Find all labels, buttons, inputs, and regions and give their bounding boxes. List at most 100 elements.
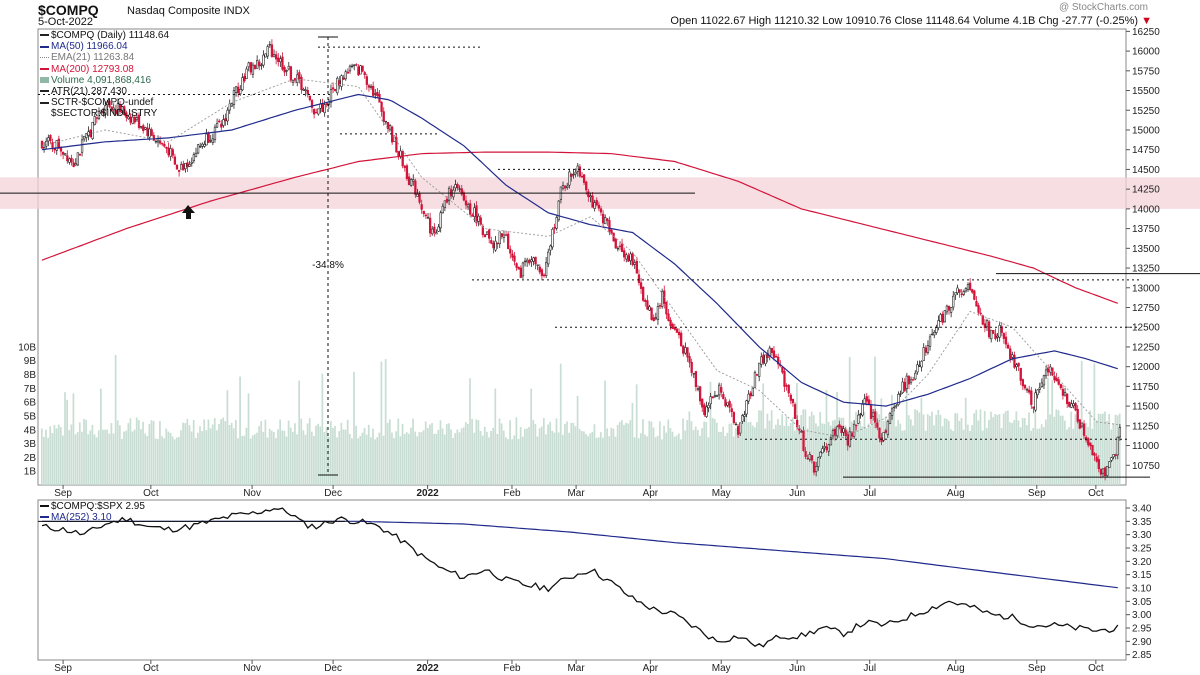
candle-body <box>547 251 550 265</box>
legend-ma252: MA(252) 3.10 <box>40 512 145 523</box>
volume-tick-label: 7B <box>24 384 37 395</box>
candle-body <box>270 44 274 57</box>
candle-body <box>528 259 531 264</box>
candle-body <box>1095 456 1098 462</box>
candle-body <box>741 415 744 422</box>
ratio-legend: $COMPQ:$SPX 2.95 MA(252) 3.10 <box>40 501 145 523</box>
volume-bar <box>266 437 269 485</box>
volume-bar <box>610 427 613 485</box>
volume-bar <box>591 431 594 485</box>
candle-body <box>831 430 835 437</box>
candle-body <box>488 229 491 239</box>
volume-bar <box>743 419 746 485</box>
arrow-up-icon <box>182 205 195 219</box>
volume-bar <box>201 431 203 485</box>
volume-bar <box>530 388 533 485</box>
candle-body <box>966 284 970 290</box>
candle-body <box>694 371 698 388</box>
candle-body <box>734 423 738 426</box>
y-tick-label: 16250 <box>1132 27 1160 38</box>
volume-bar <box>178 437 180 485</box>
volume-bar <box>1017 420 1020 485</box>
volume-bar <box>517 438 520 485</box>
volume-tick-label: 2B <box>24 453 37 464</box>
volume-bar <box>53 424 56 485</box>
x-tick-label-ratio: Oct <box>143 663 159 674</box>
candle-body <box>916 364 919 373</box>
volume-bar <box>412 418 414 485</box>
volume-bar <box>722 426 724 485</box>
candle-body <box>306 90 309 95</box>
candle-body <box>458 188 461 190</box>
volume-bar <box>72 393 75 485</box>
ratio-y-tick-label: 2.90 <box>1132 637 1152 648</box>
y-tick-label: 11250 <box>1132 421 1160 432</box>
volume-bar <box>749 421 752 485</box>
candle-body <box>382 111 385 122</box>
volume-bar <box>380 361 383 485</box>
volume-bar <box>152 421 155 485</box>
candle-body <box>850 432 854 437</box>
volume-bar <box>108 433 111 485</box>
volume-bar <box>893 411 895 485</box>
volume-bar <box>838 417 840 485</box>
candle-body <box>475 205 478 224</box>
candle-body <box>315 111 318 114</box>
volume-bar <box>682 418 684 485</box>
volume-bar <box>1026 425 1028 485</box>
volume-bar <box>796 383 798 485</box>
candle-body <box>909 379 913 383</box>
candle-body <box>1038 387 1041 390</box>
candle-body <box>1108 461 1111 469</box>
volume-bar <box>703 421 705 485</box>
candle-body <box>943 310 946 323</box>
volume-bar <box>956 413 959 485</box>
x-tick-label: Apr <box>643 488 659 499</box>
volume-bar <box>1042 427 1045 485</box>
volume-bar <box>104 429 106 485</box>
volume-bar <box>437 429 440 485</box>
candle-body <box>557 200 560 221</box>
volume-bar <box>70 424 73 485</box>
ratio-y-tick-label: 3.10 <box>1132 584 1152 595</box>
candle-body <box>471 214 474 217</box>
candle-body <box>534 256 537 265</box>
volume-bar <box>903 430 906 485</box>
volume-bar <box>116 420 119 485</box>
candle-body <box>912 379 915 381</box>
candle-body <box>277 57 280 62</box>
candle-body <box>595 200 598 206</box>
candle-body <box>144 127 147 130</box>
volume-bar <box>886 431 889 485</box>
candle-body <box>234 86 238 93</box>
volume-bar <box>51 433 54 485</box>
candle-body <box>772 350 776 358</box>
candle-body <box>298 72 301 80</box>
candle-body <box>661 291 664 307</box>
candle-body <box>177 170 181 172</box>
candle-body <box>355 64 358 66</box>
volume-bar <box>857 422 859 485</box>
candle-body <box>393 135 396 142</box>
volume-bar <box>467 423 469 485</box>
volume-bar <box>443 434 446 485</box>
volume-bar <box>391 432 393 485</box>
volume-bar <box>161 436 163 485</box>
candle-body <box>593 202 596 209</box>
candle-body <box>821 448 824 454</box>
volume-bar <box>321 373 324 485</box>
candle-body <box>931 333 934 336</box>
volume-bar <box>604 380 606 485</box>
volume-bar <box>859 421 862 485</box>
candle-body <box>859 413 862 416</box>
volume-bar <box>998 414 1001 485</box>
candle-body <box>1002 333 1006 339</box>
candle-body <box>568 171 571 186</box>
candle-body <box>496 242 499 245</box>
volume-bar <box>376 437 379 485</box>
volume-bar <box>633 437 636 485</box>
volume-bar <box>958 420 961 485</box>
volume-bar <box>564 423 566 485</box>
volume-bar <box>988 419 990 485</box>
candle-body <box>477 215 480 222</box>
